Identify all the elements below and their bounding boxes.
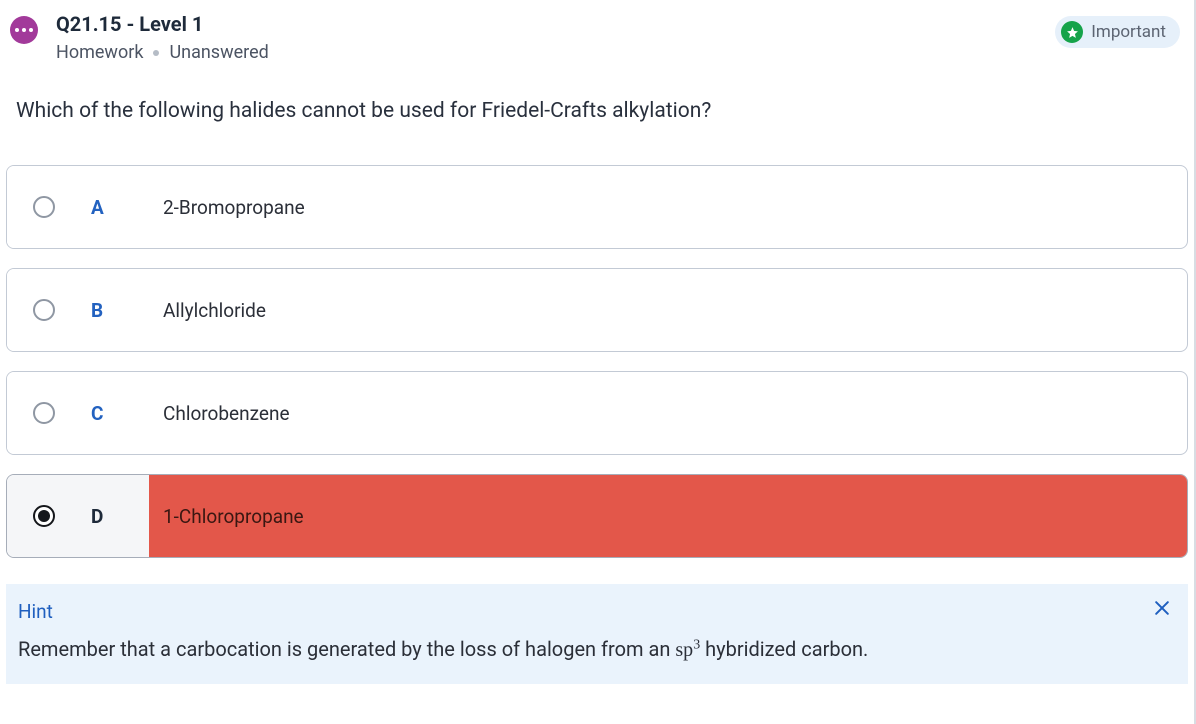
important-label: Important xyxy=(1091,22,1166,42)
ellipsis-icon xyxy=(15,28,33,32)
question-card: Q21.15 - Level 1 Homework Unanswered Imp… xyxy=(0,0,1194,684)
question-title: Q21.15 - Level 1 xyxy=(56,12,269,36)
option-left: D xyxy=(7,475,149,557)
option-a[interactable]: A 2-Bromopropane xyxy=(6,165,1188,249)
more-options-button[interactable] xyxy=(10,16,38,44)
question-meta: Homework Unanswered xyxy=(56,42,269,63)
meta-category: Homework xyxy=(56,42,143,63)
hint-label: Hint xyxy=(18,600,1172,623)
option-letter: C xyxy=(91,402,103,425)
radio-icon[interactable] xyxy=(33,196,55,218)
question-header: Q21.15 - Level 1 Homework Unanswered Imp… xyxy=(6,10,1188,63)
close-icon xyxy=(1152,598,1172,618)
header-left: Q21.15 - Level 1 Homework Unanswered xyxy=(10,12,269,63)
option-letter: A xyxy=(91,196,104,219)
meta-status: Unanswered xyxy=(169,42,268,63)
star-icon xyxy=(1061,21,1083,43)
option-text: 2-Bromopropane xyxy=(149,166,1187,248)
option-left: C xyxy=(7,372,149,454)
option-letter: B xyxy=(91,299,103,322)
radio-icon[interactable] xyxy=(33,505,55,527)
option-left: A xyxy=(7,166,149,248)
options-list: A 2-Bromopropane B Allylchloride C Chlorobenz… xyxy=(6,131,1188,558)
radio-icon[interactable] xyxy=(33,299,55,321)
question-prompt: Which of the following halides cannot be… xyxy=(6,63,1188,131)
option-b[interactable]: B Allylchloride xyxy=(6,268,1188,352)
meta-separator-icon xyxy=(153,50,159,56)
option-text: Chlorobenzene xyxy=(149,372,1187,454)
title-block: Q21.15 - Level 1 Homework Unanswered xyxy=(56,12,269,63)
option-left: B xyxy=(7,269,149,351)
option-text: 1-Chloropropane xyxy=(149,475,1187,557)
hint-text-after: hybridized carbon. xyxy=(700,637,868,661)
option-d[interactable]: D 1-Chloropropane xyxy=(6,474,1188,558)
hint-close-button[interactable] xyxy=(1152,598,1172,622)
option-c[interactable]: C Chlorobenzene xyxy=(6,371,1188,455)
hint-text: Remember that a carbocation is generated… xyxy=(18,635,1172,664)
radio-icon[interactable] xyxy=(33,402,55,424)
hint-text-before: Remember that a carbocation is generated… xyxy=(18,637,675,661)
hint-formula: sp3 xyxy=(675,639,700,661)
option-letter: D xyxy=(91,505,103,528)
hint-panel: Hint Remember that a carbocation is gene… xyxy=(6,584,1188,684)
option-text: Allylchloride xyxy=(149,269,1187,351)
important-badge[interactable]: Important xyxy=(1055,16,1180,48)
